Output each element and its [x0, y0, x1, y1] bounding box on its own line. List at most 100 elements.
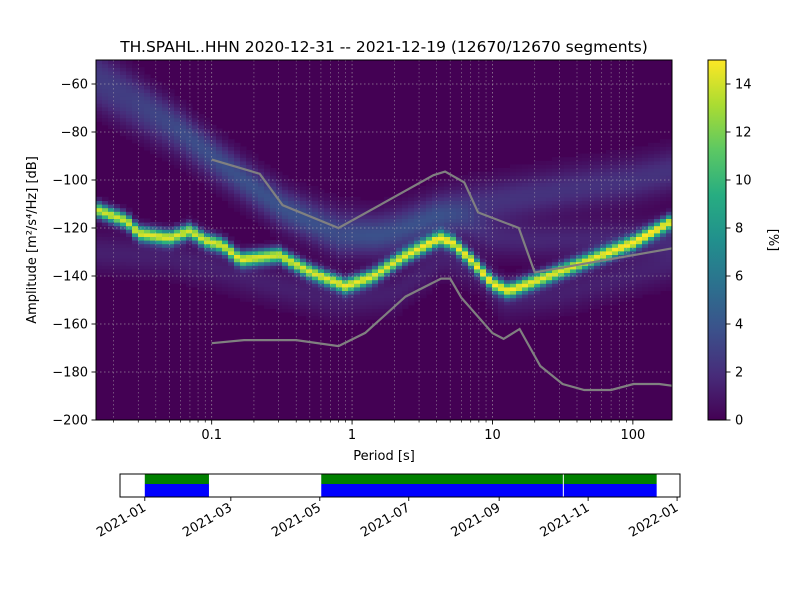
heatmap-cell	[186, 153, 193, 158]
heatmap-cell	[564, 312, 571, 317]
heatmap-cell	[174, 114, 181, 119]
heatmap-cell	[582, 164, 589, 169]
heatmap-cell	[138, 265, 145, 270]
heatmap-cell	[192, 157, 199, 162]
heatmap-cell	[360, 247, 367, 252]
heatmap-cell	[120, 236, 127, 241]
heatmap-cell	[228, 150, 235, 155]
heatmap-cell	[420, 204, 427, 209]
heatmap-cell	[462, 196, 469, 201]
heatmap-cell	[342, 312, 349, 317]
heatmap-cell	[666, 218, 672, 223]
heatmap-cell	[246, 211, 253, 216]
heatmap-cell	[414, 236, 421, 241]
heatmap-cell	[180, 128, 187, 133]
heatmap-cell	[612, 211, 619, 216]
heatmap-cell	[588, 200, 595, 205]
heatmap-cell	[666, 153, 672, 158]
heatmap-cell	[408, 236, 415, 241]
heatmap-cell	[378, 290, 385, 295]
heatmap-cell	[162, 103, 169, 108]
heatmap-cell	[564, 279, 571, 284]
heatmap-cell	[636, 182, 643, 187]
heatmap-cell	[222, 272, 229, 277]
heatmap-cell	[234, 175, 241, 180]
heatmap-cell	[252, 294, 259, 299]
heatmap-cell	[270, 247, 277, 252]
heatmap-cell	[636, 265, 643, 270]
heatmap-cell	[126, 218, 133, 223]
heatmap-cell	[432, 268, 439, 273]
heatmap-cell	[606, 283, 613, 288]
heatmap-cell	[588, 243, 595, 248]
heatmap-cell	[96, 214, 103, 219]
heatmap-cell	[138, 268, 145, 273]
heatmap-cell	[252, 204, 259, 209]
heatmap-cell	[522, 236, 529, 241]
heatmap-cell	[132, 225, 139, 230]
heatmap-cell	[180, 150, 187, 155]
heatmap-cell	[168, 279, 175, 284]
heatmap-cell	[102, 222, 109, 227]
heatmap-cell	[360, 243, 367, 248]
heatmap-cell	[150, 276, 157, 281]
heatmap-cell	[630, 250, 637, 255]
heatmap-cell	[522, 286, 529, 291]
heatmap-cell	[600, 200, 607, 205]
heatmap-cell	[636, 157, 643, 162]
heatmap-cell	[432, 254, 439, 259]
heatmap-cell	[186, 142, 193, 147]
heatmap-cell	[432, 272, 439, 277]
heatmap-cell	[468, 254, 475, 259]
heatmap-cell	[252, 286, 259, 291]
heatmap-cell	[546, 315, 553, 320]
heatmap-cell	[114, 236, 121, 241]
heatmap-cell	[366, 315, 373, 320]
heatmap-cell	[498, 232, 505, 237]
heatmap-cell	[258, 297, 265, 302]
heatmap-cell	[348, 225, 355, 230]
timeline-bands	[144, 474, 657, 497]
heatmap-cell	[138, 124, 145, 129]
heatmap-cell	[600, 168, 607, 173]
heatmap-cell	[96, 63, 103, 68]
heatmap-cell	[294, 240, 301, 245]
heatmap-cell	[126, 99, 133, 104]
heatmap-cell	[414, 218, 421, 223]
heatmap-cell	[402, 265, 409, 270]
heatmap-cell	[354, 207, 361, 212]
heatmap-cell	[558, 196, 565, 201]
heatmap-cell	[450, 222, 457, 227]
heatmap-cell	[486, 265, 493, 270]
heatmap-cell	[660, 189, 667, 194]
heatmap-cell	[600, 211, 607, 216]
heatmap-cell	[456, 272, 463, 277]
heatmap-cell	[630, 254, 637, 259]
heatmap-cell	[654, 276, 661, 281]
heatmap-cell	[564, 164, 571, 169]
heatmap-cell	[624, 218, 631, 223]
heatmap-cell	[108, 117, 115, 122]
heatmap-cell	[216, 193, 223, 198]
heatmap-cell	[570, 175, 577, 180]
heatmap-cell	[516, 290, 523, 295]
heatmap-cell	[144, 232, 151, 237]
heatmap-cell	[534, 200, 541, 205]
heatmap-cell	[216, 247, 223, 252]
colorbar-gradient	[708, 60, 726, 420]
heatmap-cell	[192, 258, 199, 263]
heatmap-cell	[444, 214, 451, 219]
heatmap-cell	[354, 218, 361, 223]
heatmap-cell	[348, 232, 355, 237]
heatmap-cell	[372, 294, 379, 299]
heatmap-cell	[546, 254, 553, 259]
heatmap-cell	[600, 157, 607, 162]
heatmap-cell	[138, 254, 145, 259]
heatmap-cell	[552, 157, 559, 162]
heatmap-cell	[630, 193, 637, 198]
heatmap-cell	[102, 60, 109, 65]
heatmap-cell	[666, 164, 672, 169]
heatmap-cell	[144, 74, 151, 79]
heatmap-cell	[264, 240, 271, 245]
heatmap-cell	[450, 236, 457, 241]
